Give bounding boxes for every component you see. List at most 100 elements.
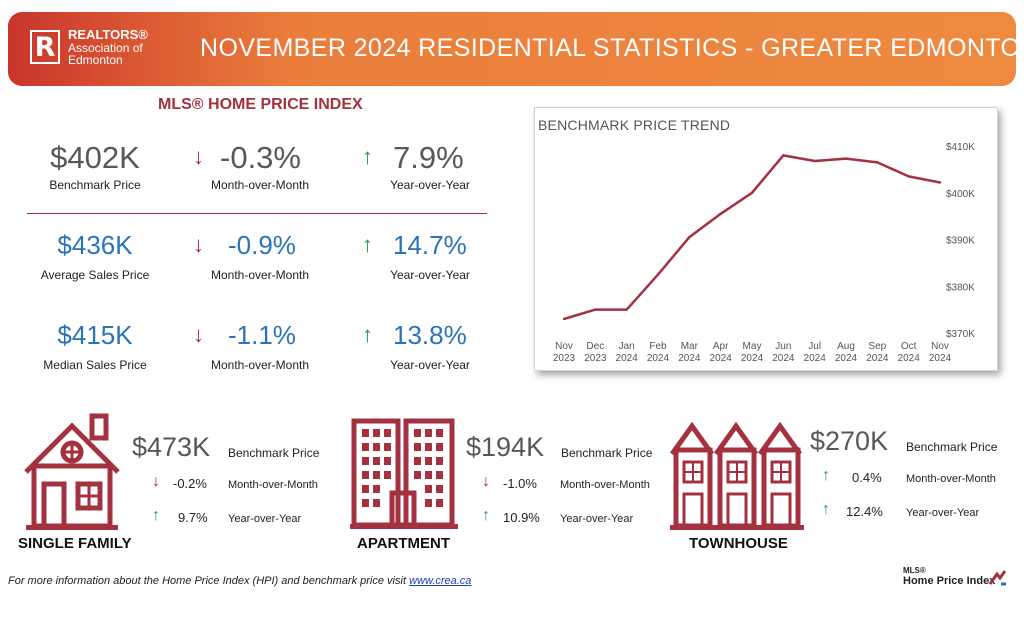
up-arrow-icon: ↑	[822, 467, 830, 484]
down-arrow-icon: ↓	[193, 232, 204, 257]
median-yoy-value: 13.8%	[393, 320, 467, 350]
house-icon	[24, 413, 120, 530]
benchmark-yoy-label: Year-over-Year	[390, 178, 470, 192]
average-price-label: Average Sales Price	[40, 268, 150, 282]
townhouse-yoy-label: Year-over-Year	[906, 507, 980, 519]
logo-line3: Edmonton	[68, 53, 123, 67]
single-family-mom-label: Month-over-Month	[228, 479, 318, 491]
apartment-yoy-value: 10.9%	[503, 510, 540, 525]
logo-line1: REALTORS®	[68, 27, 148, 42]
mls-logo-line2: Home Price Index	[903, 575, 996, 587]
crea-link[interactable]: www.crea.ca	[409, 575, 472, 587]
data-point	[907, 175, 910, 178]
x-tick-label: Feb 2024	[647, 341, 670, 364]
x-tick-label: Aug 2024	[835, 341, 858, 364]
single-family-value-label: Benchmark Price	[228, 446, 320, 460]
divider	[27, 213, 487, 214]
logo-letter: R	[34, 32, 56, 63]
benchmark-yoy-value: 7.9%	[393, 140, 464, 175]
data-point	[656, 273, 660, 276]
median-mom-label: Month-over-Month	[210, 358, 310, 372]
single-family-mom-value: -0.2%	[173, 476, 207, 491]
average-price-value: $436K	[57, 230, 133, 260]
y-tick-label: $410K	[946, 142, 975, 153]
apartment-yoy-label: Year-over-Year	[560, 513, 634, 525]
chart-title: BENCHMARK PRICE TREND	[538, 117, 731, 133]
townhouse-value: $270K	[810, 426, 889, 456]
x-tick-label: May 2024	[741, 341, 764, 364]
data-point	[562, 317, 566, 321]
x-tick-label: Jun 2024	[772, 341, 795, 364]
median-price-value: $415K	[57, 320, 133, 350]
up-arrow-icon: ↑	[822, 501, 830, 518]
down-arrow-icon: ↓	[193, 144, 204, 169]
page-title: NOVEMBER 2024 RESIDENTIAL STATISTICS - G…	[200, 34, 1016, 62]
townhouse-mom-label: Month-over-Month	[906, 473, 996, 485]
y-tick-label: $380K	[946, 282, 975, 293]
x-tick-label: Apr 2024	[710, 341, 733, 364]
median-mom-value: -1.1%	[228, 320, 296, 350]
down-arrow-icon: ↓	[152, 473, 160, 490]
townhouse-value-label: Benchmark Price	[906, 440, 998, 454]
x-tick-label: Nov 2023	[553, 341, 576, 364]
apartment-value: $194K	[466, 432, 545, 462]
data-point	[844, 157, 848, 160]
single-family-yoy-label: Year-over-Year	[228, 513, 302, 525]
up-arrow-icon: ↑	[362, 232, 373, 257]
down-arrow-icon: ↓	[482, 473, 490, 490]
up-arrow-icon: ↑	[482, 507, 490, 524]
hpi-title: MLS® HOME PRICE INDEX	[158, 96, 363, 113]
benchmark-price-value: $402K	[50, 140, 140, 175]
data-point	[688, 235, 691, 239]
data-point	[813, 159, 816, 163]
footer-text: For more information about the Home Pric…	[8, 575, 406, 587]
x-tick-label: Dec 2023	[584, 341, 607, 364]
up-arrow-icon: ↑	[152, 507, 160, 524]
x-tick-label: Sep 2024	[866, 341, 889, 364]
data-point	[876, 161, 879, 164]
realtors-logo-icon: R	[30, 30, 60, 64]
apartment-mom-label: Month-over-Month	[560, 479, 650, 491]
data-point	[938, 181, 942, 184]
average-mom-label: Month-over-Month	[210, 268, 310, 282]
data-point	[594, 308, 597, 311]
data-point	[719, 212, 722, 215]
mls-hpi-logo-icon	[988, 570, 1007, 586]
average-mom-value: -0.9%	[228, 230, 296, 260]
median-price-label: Median Sales Price	[43, 358, 147, 372]
single-family-name: SINGLE FAMILY	[18, 535, 132, 552]
benchmark-mom-value: -0.3%	[220, 140, 301, 175]
apartment-mom-value: -1.0%	[503, 476, 537, 491]
header-banner: R REALTORS® Association of Edmonton NOVE…	[8, 12, 1016, 86]
benchmark-mom-label: Month-over-Month	[210, 178, 310, 192]
y-tick-label: $390K	[946, 236, 975, 247]
up-arrow-icon: ↑	[362, 144, 373, 169]
townhouse-yoy-value: 12.4%	[846, 504, 883, 519]
townhouse-mom-value: 0.4%	[852, 470, 882, 485]
logo-line2: Association of	[68, 41, 143, 55]
median-yoy-label: Year-over-Year	[390, 358, 470, 372]
mls-logo-line1: MLS®	[903, 566, 926, 575]
apartment-building-icon	[350, 418, 458, 529]
x-tick-label: Jul 2024	[804, 341, 827, 364]
data-point	[625, 308, 628, 311]
x-tick-label: Nov 2024	[929, 341, 952, 364]
single-family-value: $473K	[132, 432, 211, 462]
benchmark-price-series-line	[563, 154, 941, 321]
up-arrow-icon: ↑	[362, 322, 373, 347]
data-point	[782, 154, 785, 157]
y-tick-label: $400K	[946, 189, 975, 200]
y-tick-label: $370K	[946, 329, 975, 340]
x-tick-label: Jan 2024	[616, 341, 639, 364]
average-yoy-value: 14.7%	[393, 230, 467, 260]
x-tick-label: Mar 2024	[678, 341, 701, 364]
apartment-value-label: Benchmark Price	[561, 446, 653, 460]
benchmark-trend-chart	[534, 107, 998, 371]
single-family-yoy-value: 9.7%	[178, 510, 208, 525]
average-yoy-label: Year-over-Year	[390, 268, 470, 282]
apartment-name: APARTMENT	[357, 535, 451, 552]
footer-note: For more information about the Home Pric…	[8, 575, 471, 587]
down-arrow-icon: ↓	[193, 322, 204, 347]
x-tick-label: Oct 2024	[898, 341, 921, 364]
townhouse-name: TOWNHOUSE	[689, 535, 788, 552]
